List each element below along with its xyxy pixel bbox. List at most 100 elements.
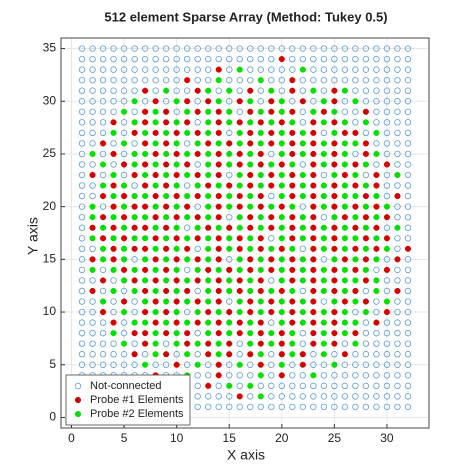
element-marker [394,393,401,400]
element-marker [352,266,359,273]
element-marker [268,256,275,263]
element-marker [383,98,391,105]
element-marker [152,245,159,252]
element-marker [194,182,201,189]
element-marker [78,140,86,147]
element-marker [247,330,254,337]
element-marker [383,403,391,411]
element-marker [215,277,222,284]
element-marker [320,108,327,115]
element-marker [78,182,86,189]
element-marker [373,203,380,210]
element-marker [110,129,117,136]
element-marker [299,87,307,94]
element-marker [310,256,317,263]
element-marker [299,277,306,284]
element-marker [341,372,349,379]
element-marker [163,235,170,242]
element-marker [373,298,380,305]
legend-marker [74,410,82,418]
element-marker [352,66,359,73]
element-marker [404,298,412,305]
element-marker [131,330,138,337]
element-marker [352,193,359,200]
element-marker [394,351,401,358]
element-marker [257,55,264,63]
element-marker [184,203,191,210]
element-marker [142,129,149,136]
element-marker [194,76,201,84]
element-marker [247,119,254,126]
element-marker [341,193,348,200]
element-marker [226,150,233,157]
element-marker [299,266,306,273]
element-marker [268,245,275,252]
element-marker [310,140,317,147]
element-marker [404,213,412,221]
element-marker [131,266,138,273]
element-marker [320,213,328,221]
element-marker [320,98,327,105]
element-marker [362,161,369,168]
element-marker [289,87,296,94]
element-marker [142,309,149,316]
element-marker [215,203,222,210]
element-marker [404,119,412,126]
element-marker [278,98,285,105]
element-marker [320,150,327,157]
element-marker [394,87,401,94]
element-marker [331,119,338,126]
element-marker [78,119,86,126]
element-marker [278,171,285,179]
element-marker [247,277,254,284]
element-marker [257,140,264,147]
element-marker [289,361,296,368]
element-marker [257,256,264,263]
element-marker [215,87,222,94]
element-marker [89,287,96,295]
element-marker [152,235,159,242]
element-marker [289,287,296,295]
element-marker [362,171,370,179]
x-tick-label: 30 [380,431,394,445]
element-marker [278,403,285,411]
element-marker [152,171,159,179]
element-marker [278,266,285,273]
element-marker [99,76,107,84]
element-marker [184,119,191,126]
element-marker [404,182,412,189]
element-marker [278,393,285,400]
element-marker [341,298,348,305]
element-marker [373,87,380,94]
element-marker [341,108,349,115]
element-marker [331,330,338,337]
element-marker [131,351,138,358]
element-marker [383,171,391,179]
element-marker [78,203,86,210]
element-marker [110,319,117,326]
element-marker [247,361,254,368]
element-marker [299,298,306,305]
element-marker [99,55,107,63]
element-marker [205,287,212,295]
element-marker [89,140,96,147]
element-marker [289,150,296,157]
element-marker [289,309,296,316]
element-marker [142,161,149,168]
element-marker [404,266,412,274]
element-marker [310,330,317,337]
element-marker [100,235,107,242]
element-marker [184,340,191,347]
element-marker [152,87,159,94]
element-marker [341,87,348,94]
legend-label: Probe #1 Elements [90,394,184,406]
element-marker [173,87,180,94]
element-marker [226,382,233,389]
element-marker [299,340,307,347]
element-marker [142,193,149,200]
element-marker [289,66,296,73]
element-marker [341,55,349,63]
element-marker [121,140,128,147]
element-marker [204,361,212,368]
element-marker [236,340,243,347]
